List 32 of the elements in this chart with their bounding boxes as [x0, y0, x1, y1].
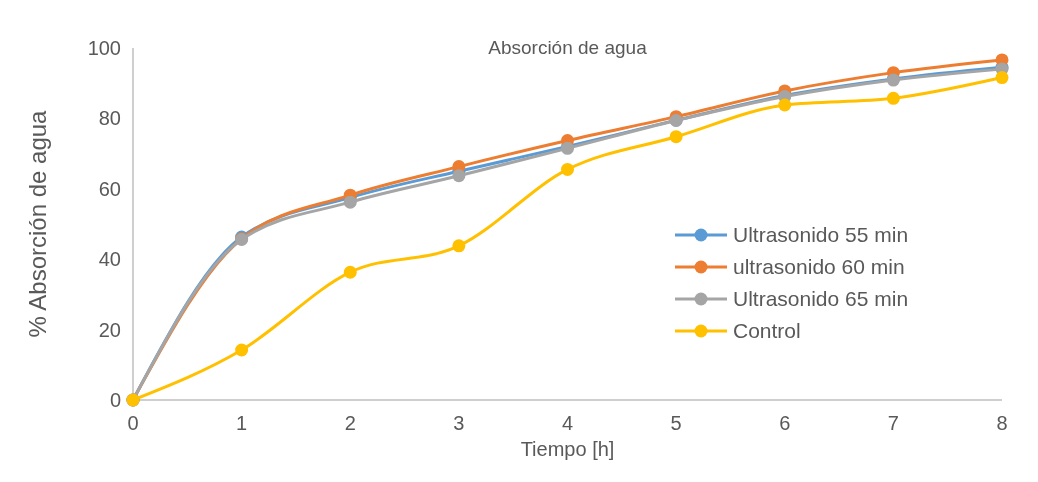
- x-tick-label: 7: [887, 412, 899, 434]
- point: [452, 169, 466, 183]
- legend-label: Ultrasonido 55 min: [733, 223, 909, 247]
- x-tick-label: 5: [670, 412, 682, 434]
- point: [669, 130, 683, 144]
- y-tick-label: 80: [98, 107, 121, 130]
- point: [235, 343, 249, 357]
- point: [778, 98, 792, 112]
- y-tick-label: 20: [98, 318, 121, 341]
- point: [343, 195, 357, 209]
- x-tick-label: 3: [453, 412, 465, 434]
- y-tick-label: 0: [109, 389, 121, 411]
- x-tick-label: 4: [561, 412, 574, 434]
- y-axis-title: % Absorción de agua: [24, 109, 51, 338]
- x-tick-label: 2: [344, 412, 356, 434]
- point: [995, 71, 1009, 85]
- point: [343, 265, 357, 279]
- y-tick-label: 40: [98, 248, 121, 271]
- x-tick-label: 0: [127, 412, 139, 434]
- x-tick-label: 8: [996, 412, 1008, 434]
- point: [886, 91, 900, 105]
- legend-label: Control: [733, 319, 801, 343]
- legend-label: Ultrasonido 65 min: [733, 287, 909, 311]
- x-tick-label: 1: [236, 412, 248, 434]
- chart-title: Absorción de agua: [488, 37, 648, 58]
- point: [561, 162, 574, 176]
- x-axis-title: Tiempo [h]: [520, 438, 615, 460]
- legend-label: ultrasonido 60 min: [733, 255, 905, 279]
- y-tick-label: 60: [98, 177, 121, 200]
- x-tick-label: 6: [779, 412, 791, 434]
- point: [452, 239, 466, 253]
- y-tick-label: 100: [87, 37, 121, 59]
